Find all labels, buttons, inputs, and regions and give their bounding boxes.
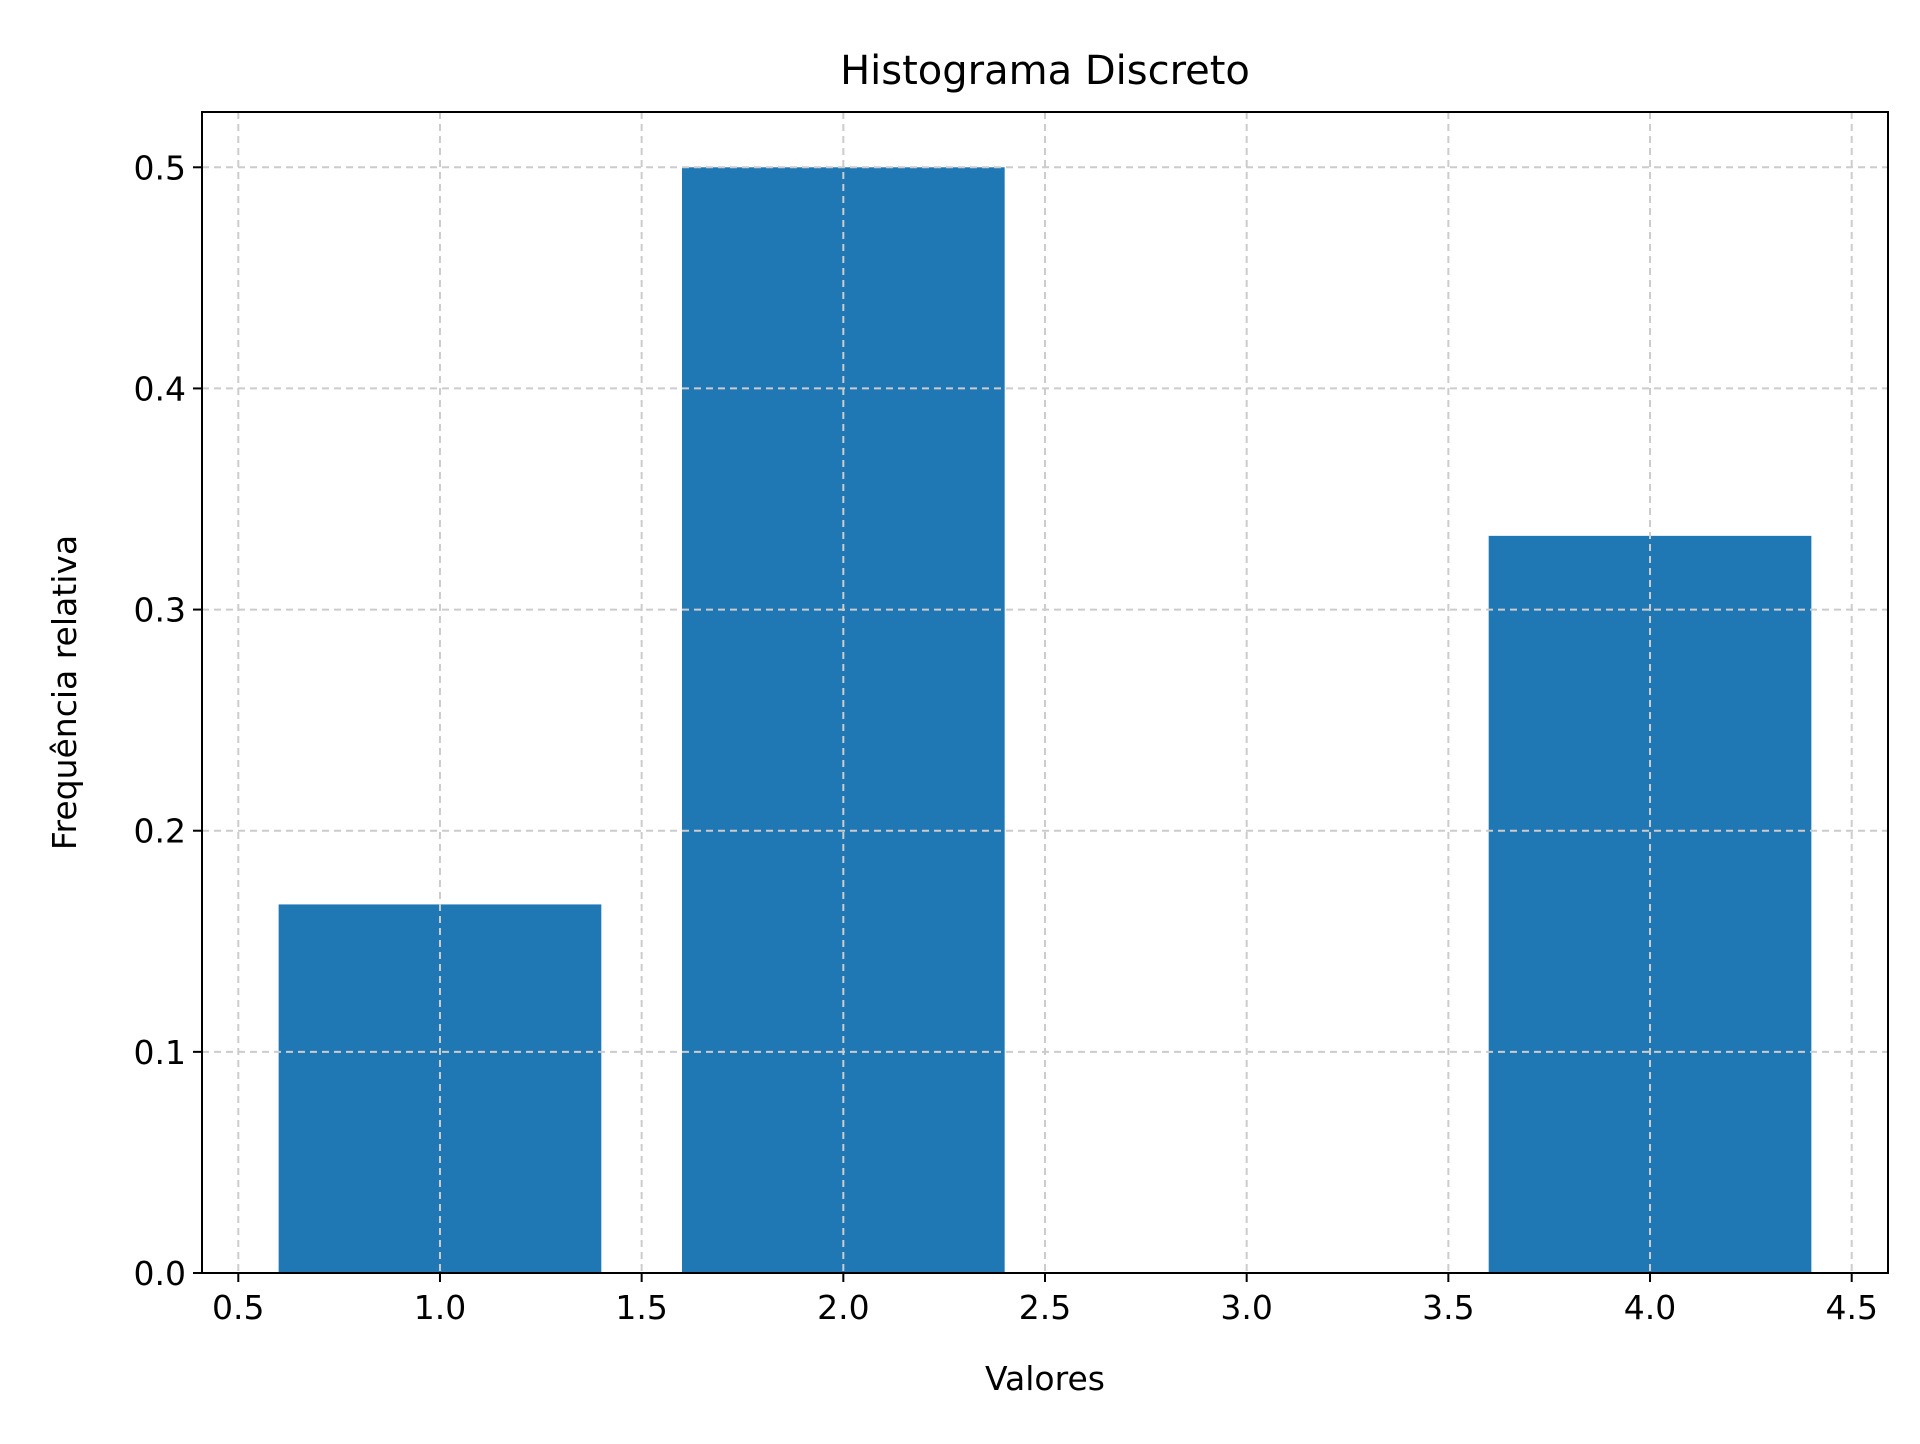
x-axis-label: Valores bbox=[985, 1359, 1105, 1398]
x-tick-label: 4.0 bbox=[1624, 1288, 1676, 1327]
y-tick-label: 0.3 bbox=[134, 591, 186, 630]
x-tick-label: 2.5 bbox=[1019, 1288, 1071, 1327]
y-tick-label: 0.1 bbox=[134, 1033, 186, 1072]
y-tick-label: 0.0 bbox=[134, 1254, 186, 1293]
y-axis-label: Frequência relativa bbox=[45, 535, 84, 850]
x-tick-label: 4.5 bbox=[1825, 1288, 1877, 1327]
y-tick-label: 0.2 bbox=[134, 812, 186, 851]
x-tick-label: 2.0 bbox=[817, 1288, 869, 1327]
x-tick-label: 1.0 bbox=[414, 1288, 466, 1327]
x-tick-label: 0.5 bbox=[212, 1288, 264, 1327]
y-tick-label: 0.4 bbox=[134, 369, 186, 408]
x-tick-label: 1.5 bbox=[615, 1288, 667, 1327]
axis-ticks: 0.5 1.0 1.5 2.0 2.5 3.0 3.5 4.0 4.5 0.0 0.1 0.2 0.3 0… bbox=[134, 148, 1878, 1327]
x-tick-label: 3.5 bbox=[1422, 1288, 1474, 1327]
chart-title: Histograma Discreto bbox=[840, 48, 1250, 94]
x-tick-label: 3.0 bbox=[1220, 1288, 1272, 1327]
y-tick-label: 0.5 bbox=[134, 148, 186, 187]
